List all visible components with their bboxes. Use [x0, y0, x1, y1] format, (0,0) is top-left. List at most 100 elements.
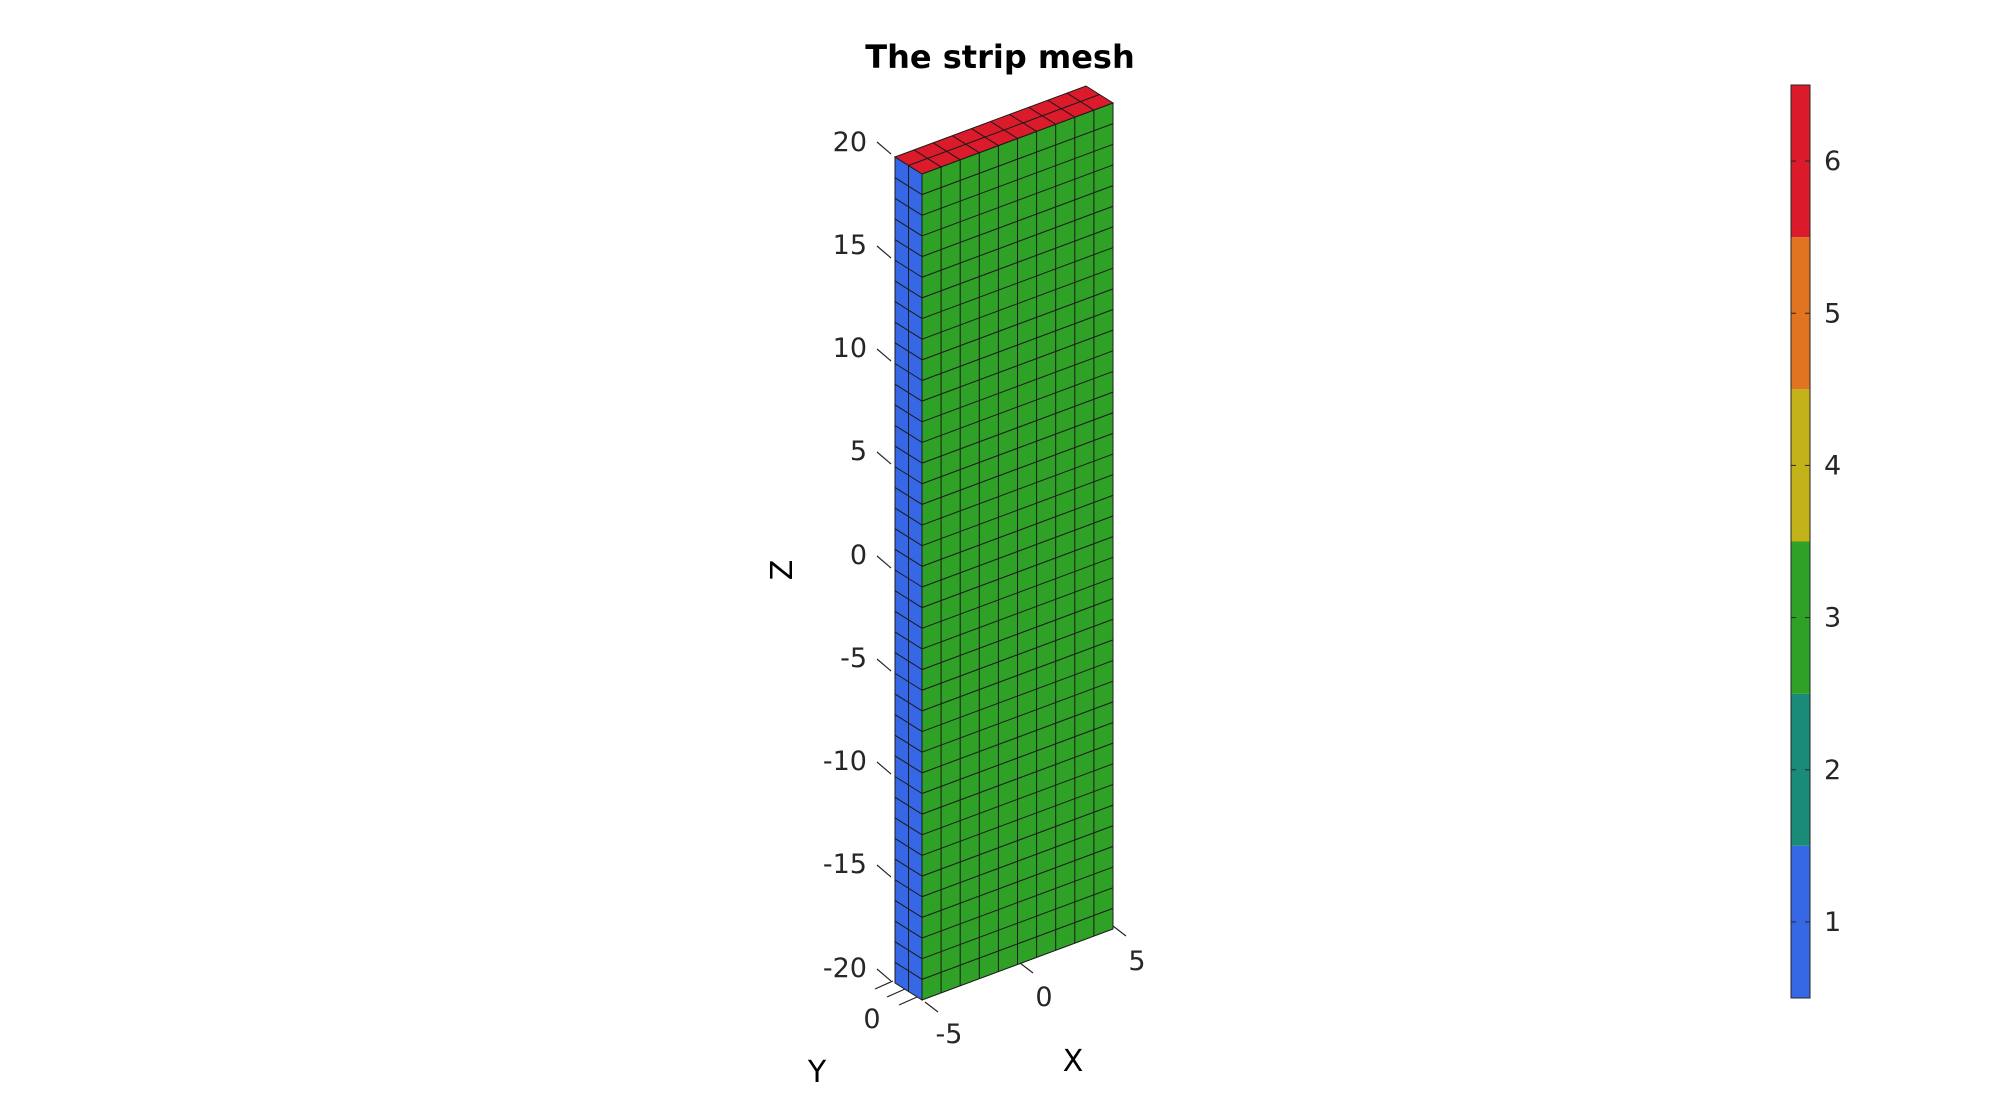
front-face-gridline: [921, 350, 1114, 423]
left-face-gridline: [894, 652, 923, 671]
y-axis: 0 Y: [807, 980, 918, 1090]
colorbar-segment: [1791, 693, 1810, 846]
left-face-gridline: [894, 776, 923, 794]
z-tick-mark: [876, 245, 892, 259]
left-face-gridline: [894, 961, 923, 980]
x-tick-mark: [1019, 962, 1034, 974]
front-face-gridline: [921, 515, 1114, 588]
front-face-gridline: [921, 887, 1114, 960]
left-face-gridline: [894, 920, 923, 939]
colorbar-segment: [1791, 541, 1810, 694]
front-face-gridline: [921, 226, 1114, 299]
x-axis-label: X: [1063, 1044, 1084, 1079]
left-face-gridline: [894, 342, 923, 361]
z-tick-mark: [876, 555, 892, 569]
mesh-face-left: [894, 156, 923, 1001]
z-tick-mark: [876, 658, 892, 672]
front-face-gridline: [921, 309, 1114, 381]
left-face-gridline: [894, 548, 923, 567]
front-face-gridline: [921, 432, 1114, 505]
left-face-gridline: [894, 734, 923, 753]
z-tick-label: 5: [850, 436, 867, 467]
colorbar-tick-label: 1: [1824, 907, 1841, 938]
z-tick-label: -5: [840, 643, 867, 674]
left-face-gridline: [894, 486, 923, 505]
front-face-gridline: [921, 123, 1114, 196]
left-face-gridline: [894, 528, 923, 547]
z-tick-label: -20: [823, 953, 867, 984]
colorbar-tick-label: 2: [1824, 755, 1841, 786]
z-tick-mark: [876, 761, 892, 775]
front-face-gridline: [921, 680, 1114, 753]
left-face-gridline: [894, 610, 923, 629]
left-face-gridline: [894, 569, 923, 588]
front-face-gridline: [921, 866, 1114, 939]
colorbar: 1 2 3 4 5 6: [1790, 84, 1841, 999]
front-face-gridline: [921, 845, 1114, 918]
z-tick-mark: [876, 968, 892, 982]
left-face-gridline: [894, 879, 923, 898]
z-tick-label: 15: [833, 230, 867, 261]
left-face-gridline: [894, 259, 923, 278]
front-face-gridline: [921, 598, 1114, 671]
front-face-gridline: [921, 205, 1114, 278]
front-face-gridline: [921, 329, 1114, 402]
left-face-gridline: [894, 899, 923, 918]
left-face-gridline: [894, 693, 923, 712]
left-face-gridline: [894, 838, 923, 856]
left-face-gridline: [894, 218, 923, 237]
strip-mesh: [893, 85, 1115, 1001]
front-face-gridline: [921, 907, 1114, 980]
z-axis-label: Z: [765, 560, 800, 581]
left-face-gridline: [894, 445, 923, 464]
left-face-gridline: [894, 817, 923, 836]
front-face-gridline: [921, 143, 1114, 216]
front-face-gridline: [921, 412, 1114, 485]
x-tick-mark: [1112, 925, 1127, 937]
left-face-gridline: [894, 507, 923, 526]
colorbar-segment: [1791, 389, 1810, 542]
colorbar-ticks: 1 2 3 4 5 6: [1791, 146, 1841, 938]
front-face-gridline: [921, 536, 1114, 609]
front-face-gridline: [921, 701, 1114, 774]
left-face-gridline: [894, 363, 923, 381]
left-face-gridline: [894, 321, 923, 340]
left-face-gridline: [894, 672, 923, 691]
left-face-gridline: [894, 177, 923, 196]
front-face-gridline: [921, 474, 1114, 547]
front-face-gridline: [921, 164, 1114, 237]
left-face-gridline: [894, 383, 923, 402]
front-face-gridline: [921, 391, 1114, 464]
front-face-gridline: [921, 618, 1114, 691]
colorbar-tick-label: 5: [1824, 298, 1841, 329]
left-face-gridline: [894, 404, 923, 423]
left-face-gridline: [894, 631, 923, 650]
colorbar-segment: [1791, 237, 1810, 390]
front-face-gridline: [921, 783, 1114, 856]
z-tick-label: 20: [833, 127, 867, 158]
y-axis-label: Y: [807, 1055, 827, 1090]
colorbar-segment: [1791, 845, 1810, 998]
front-face-gridline: [921, 825, 1114, 898]
front-face-gridline: [921, 267, 1114, 340]
front-face-gridline: [921, 577, 1114, 650]
colorbar-segments: [1791, 85, 1810, 998]
z-tick-label: 0: [850, 540, 867, 571]
colorbar-segment: [1791, 85, 1810, 238]
left-face-gridline: [894, 301, 923, 319]
colorbar-frame: [1790, 84, 1811, 999]
left-face-gridline: [894, 280, 923, 299]
z-tick-mark: [876, 451, 892, 465]
front-face-gridline: [921, 288, 1114, 361]
colorbar-tick-label: 4: [1824, 450, 1841, 481]
y-tick-mark: [898, 996, 918, 1006]
front-face-gridline: [921, 370, 1114, 443]
front-face-gridline: [921, 742, 1114, 815]
top-face-gridline: [908, 94, 1100, 166]
y-tick-label: 0: [863, 1004, 880, 1035]
left-face-gridline: [894, 197, 923, 216]
left-face-gridline: [894, 425, 923, 443]
colorbar-tick-label: 6: [1824, 146, 1841, 177]
left-face-gridline: [894, 714, 923, 732]
